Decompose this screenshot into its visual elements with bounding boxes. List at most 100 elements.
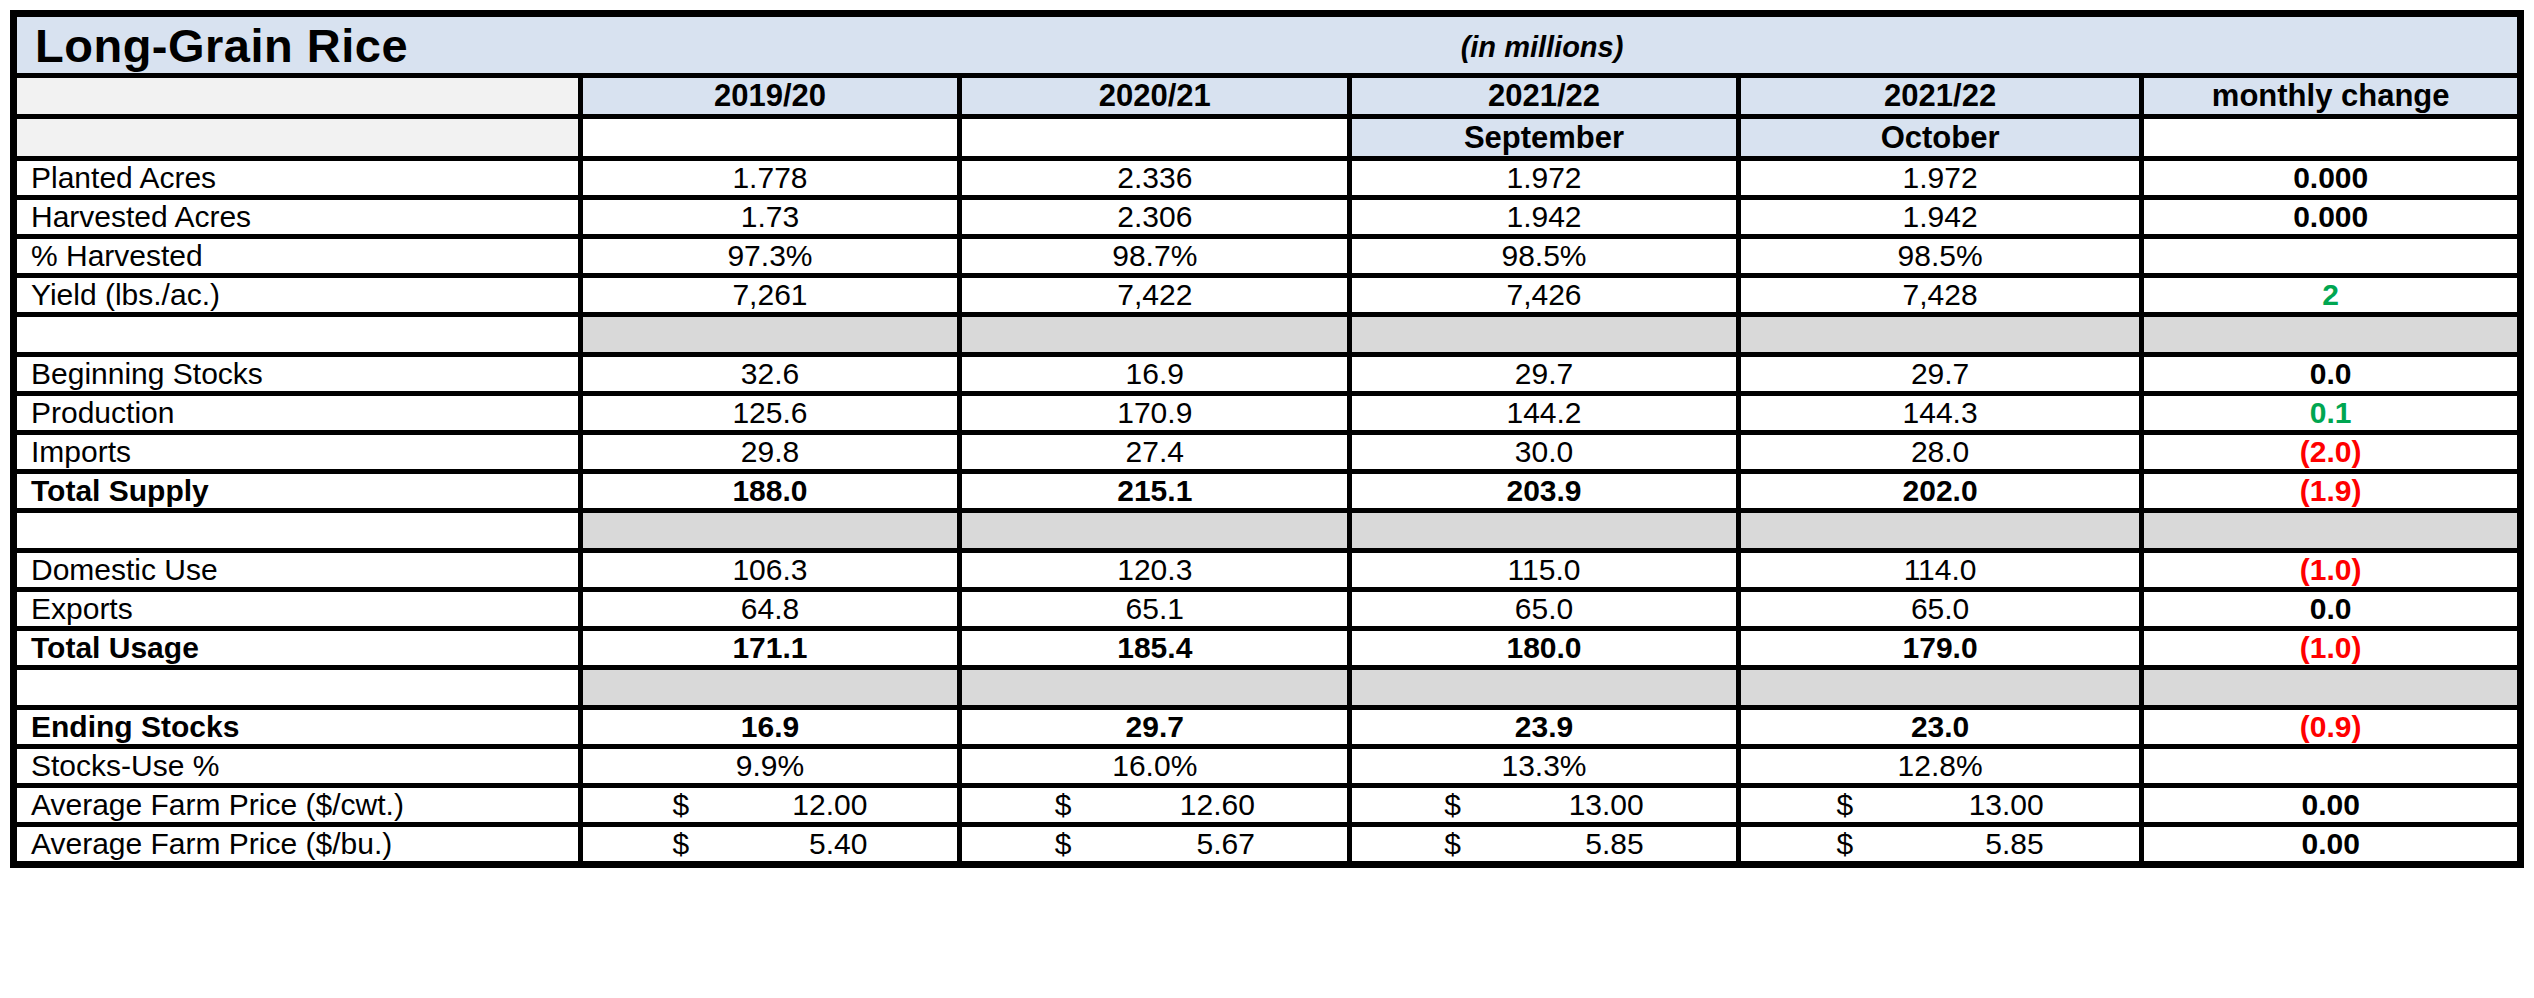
currency-symbol: $ bbox=[1055, 788, 1072, 822]
value-cell: 115.0 bbox=[1350, 551, 1739, 590]
subheader-blank-cell bbox=[14, 117, 581, 159]
value-cell: $13.00 bbox=[1350, 786, 1739, 825]
spacer-cell bbox=[1350, 315, 1739, 355]
value-cell: 7,428 bbox=[1738, 276, 2142, 315]
monthly-change-cell: (1.0) bbox=[2142, 551, 2521, 590]
value-cell: 202.0 bbox=[1738, 472, 2142, 511]
spacer-cell bbox=[14, 668, 581, 708]
table-row: Beginning Stocks32.616.929.729.70.0 bbox=[14, 355, 2521, 394]
header-blank-cell bbox=[14, 76, 581, 117]
row-label: Planted Acres bbox=[14, 159, 581, 198]
title-row: Long-Grain Rice (in millions) bbox=[14, 14, 2521, 76]
spacer-cell bbox=[960, 511, 1350, 551]
table-row: % Harvested97.3%98.7%98.5%98.5% bbox=[14, 237, 2521, 276]
header-2021-22-oct: 2021/22 bbox=[1738, 76, 2142, 117]
spacer-cell bbox=[2142, 668, 2521, 708]
table-row: Stocks-Use %9.9%16.0%13.3%12.8% bbox=[14, 747, 2521, 786]
rice-balance-sheet-table: Long-Grain Rice (in millions) 2019/20 20… bbox=[10, 10, 2524, 868]
value-cell: 125.6 bbox=[580, 394, 960, 433]
value-cell: $12.60 bbox=[960, 786, 1350, 825]
value-cell: 1.972 bbox=[1350, 159, 1739, 198]
monthly-change-cell: (0.9) bbox=[2142, 708, 2521, 747]
value-cell: 188.0 bbox=[580, 472, 960, 511]
month-subheader-row: September October bbox=[14, 117, 2521, 159]
monthly-change-cell: 0.0 bbox=[2142, 590, 2521, 629]
currency-amount: 5.85 bbox=[1585, 827, 1643, 861]
value-cell: 203.9 bbox=[1350, 472, 1739, 511]
monthly-change-cell: 0.1 bbox=[2142, 394, 2521, 433]
table-row: Planted Acres1.7782.3361.9721.9720.000 bbox=[14, 159, 2521, 198]
subheader-empty-3 bbox=[2142, 117, 2521, 159]
monthly-change-cell: 0.00 bbox=[2142, 825, 2521, 865]
value-cell: $12.00 bbox=[580, 786, 960, 825]
value-cell: 65.0 bbox=[1350, 590, 1739, 629]
table-row: Average Farm Price ($/bu.)$5.40$5.67$5.8… bbox=[14, 825, 2521, 865]
value-cell: 215.1 bbox=[960, 472, 1350, 511]
value-cell: 120.3 bbox=[960, 551, 1350, 590]
row-label: Production bbox=[14, 394, 581, 433]
header-2020-21: 2020/21 bbox=[960, 76, 1350, 117]
currency-symbol: $ bbox=[1055, 827, 1072, 861]
value-cell: 27.4 bbox=[960, 433, 1350, 472]
currency-symbol: $ bbox=[1444, 788, 1461, 822]
value-cell: $5.85 bbox=[1738, 825, 2142, 865]
row-label: Domestic Use bbox=[14, 551, 581, 590]
row-label: Harvested Acres bbox=[14, 198, 581, 237]
currency-amount: 5.67 bbox=[1196, 827, 1254, 861]
spacer-cell bbox=[960, 668, 1350, 708]
value-cell: $5.67 bbox=[960, 825, 1350, 865]
monthly-change-cell: 0.000 bbox=[2142, 159, 2521, 198]
spacer-cell bbox=[2142, 315, 2521, 355]
table-row: Domestic Use106.3120.3115.0114.0(1.0) bbox=[14, 551, 2521, 590]
currency-symbol: $ bbox=[673, 788, 690, 822]
year-header-row: 2019/20 2020/21 2021/22 2021/22 monthly … bbox=[14, 76, 2521, 117]
currency-amount: 13.00 bbox=[1569, 788, 1644, 822]
value-cell: 12.8% bbox=[1738, 747, 2142, 786]
value-cell: 64.8 bbox=[580, 590, 960, 629]
value-cell: 1.942 bbox=[1738, 198, 2142, 237]
value-cell: 144.2 bbox=[1350, 394, 1739, 433]
row-label: Yield (lbs./ac.) bbox=[14, 276, 581, 315]
value-cell: 98.5% bbox=[1350, 237, 1739, 276]
currency-symbol: $ bbox=[673, 827, 690, 861]
value-cell: 23.0 bbox=[1738, 708, 2142, 747]
table-row: Harvested Acres1.732.3061.9421.9420.000 bbox=[14, 198, 2521, 237]
value-cell: 13.3% bbox=[1350, 747, 1739, 786]
spacer-row bbox=[14, 315, 2521, 355]
currency-amount: 12.60 bbox=[1180, 788, 1255, 822]
value-cell: 2.336 bbox=[960, 159, 1350, 198]
value-cell: 16.0% bbox=[960, 747, 1350, 786]
row-label: Imports bbox=[14, 433, 581, 472]
value-cell: 1.942 bbox=[1350, 198, 1739, 237]
spacer-cell bbox=[960, 315, 1350, 355]
header-2021-22-sep: 2021/22 bbox=[1350, 76, 1739, 117]
value-cell: 29.8 bbox=[580, 433, 960, 472]
currency-amount: 5.40 bbox=[809, 827, 867, 861]
row-label: % Harvested bbox=[14, 237, 581, 276]
value-cell: 9.9% bbox=[580, 747, 960, 786]
value-cell: 114.0 bbox=[1738, 551, 2142, 590]
table-row: Exports64.865.165.065.00.0 bbox=[14, 590, 2521, 629]
value-cell: $5.40 bbox=[580, 825, 960, 865]
value-cell: 170.9 bbox=[960, 394, 1350, 433]
table-row: Ending Stocks16.929.723.923.0(0.9) bbox=[14, 708, 2521, 747]
value-cell: 98.5% bbox=[1738, 237, 2142, 276]
spacer-cell bbox=[2142, 511, 2521, 551]
value-cell: $13.00 bbox=[1738, 786, 2142, 825]
title-cell: Long-Grain Rice (in millions) bbox=[14, 14, 2521, 76]
spacer-cell bbox=[1350, 511, 1739, 551]
spacer-cell bbox=[1738, 511, 2142, 551]
monthly-change-cell: (1.0) bbox=[2142, 629, 2521, 668]
spacer-cell bbox=[14, 511, 581, 551]
value-cell: 106.3 bbox=[580, 551, 960, 590]
monthly-change-cell: (1.9) bbox=[2142, 472, 2521, 511]
value-cell: 1.778 bbox=[580, 159, 960, 198]
spacer-cell bbox=[14, 315, 581, 355]
monthly-change-cell: 0.0 bbox=[2142, 355, 2521, 394]
header-monthly-change: monthly change bbox=[2142, 76, 2521, 117]
spacer-cell bbox=[580, 511, 960, 551]
value-cell: 65.1 bbox=[960, 590, 1350, 629]
spacer-cell bbox=[580, 315, 960, 355]
value-cell: 28.0 bbox=[1738, 433, 2142, 472]
spacer-row bbox=[14, 668, 2521, 708]
